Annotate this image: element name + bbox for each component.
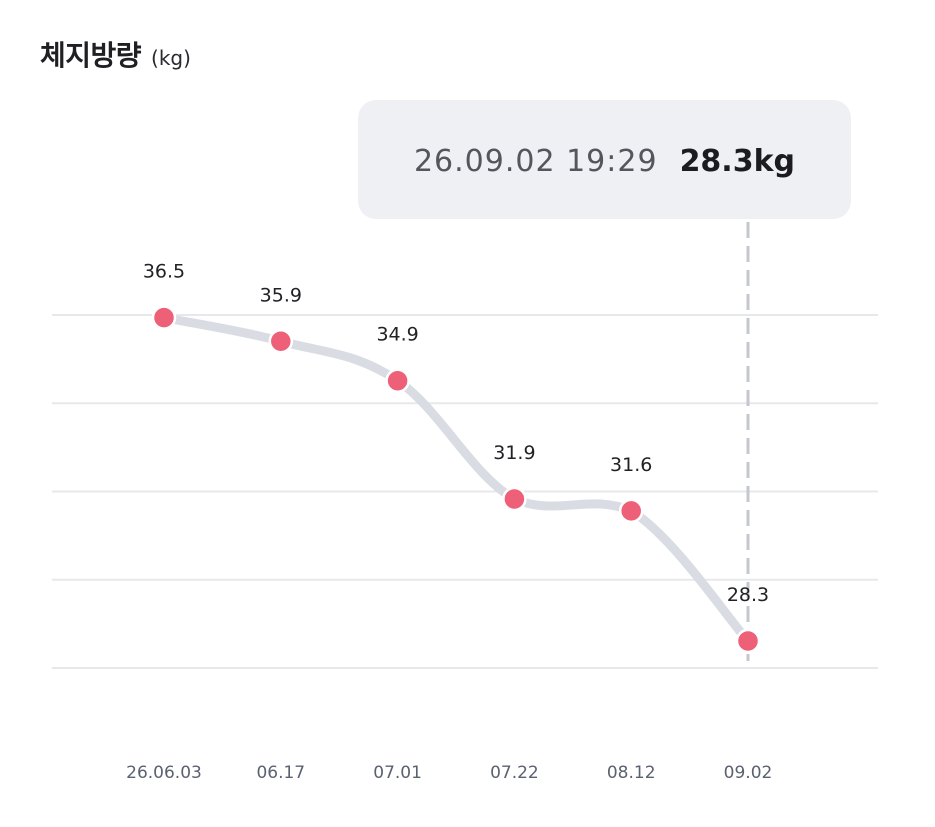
chart-title-text: 체지방량: [40, 39, 142, 72]
data-point[interactable]: [502, 486, 527, 512]
x-tick-label: 08.12: [607, 763, 656, 783]
data-label: 31.6: [610, 454, 652, 476]
data-point[interactable]: [618, 498, 644, 524]
tooltip-value: 28.3kg: [679, 144, 796, 179]
chart-unit-label: (kg): [151, 46, 191, 70]
series-line-layer: [159, 313, 753, 646]
data-points: [151, 305, 761, 654]
data-label: 31.9: [493, 442, 535, 464]
data-point[interactable]: [151, 305, 177, 330]
data-labels: 36.5 35.9 34.9 31.9 31.6 28.3: [143, 261, 769, 606]
data-point[interactable]: [268, 329, 294, 354]
x-tick-label: 06.17: [256, 763, 305, 783]
selected-point-tooltip: 26.09.02 19:29 28.3kg: [358, 100, 851, 219]
data-label: 34.9: [376, 324, 418, 346]
data-label: 28.3: [727, 584, 769, 606]
x-tick-label: 09.02: [724, 763, 773, 783]
data-label: 35.9: [260, 284, 302, 306]
series-line: [159, 313, 753, 646]
tooltip-datetime: 26.09.02 19:29: [413, 144, 658, 179]
chart-title: 체지방량 (kg): [40, 34, 191, 74]
gridlines: [52, 314, 878, 669]
x-tick-label: 07.22: [490, 763, 539, 783]
data-label: 36.5: [143, 261, 185, 283]
x-axis-ticks: 26.06.03 06.17 07.01 07.22 08.12 09.02: [126, 763, 772, 783]
x-tick-label: 07.01: [373, 763, 422, 783]
data-point[interactable]: [735, 628, 761, 654]
x-tick-label: 26.06.03: [126, 763, 202, 783]
data-point[interactable]: [385, 368, 410, 393]
